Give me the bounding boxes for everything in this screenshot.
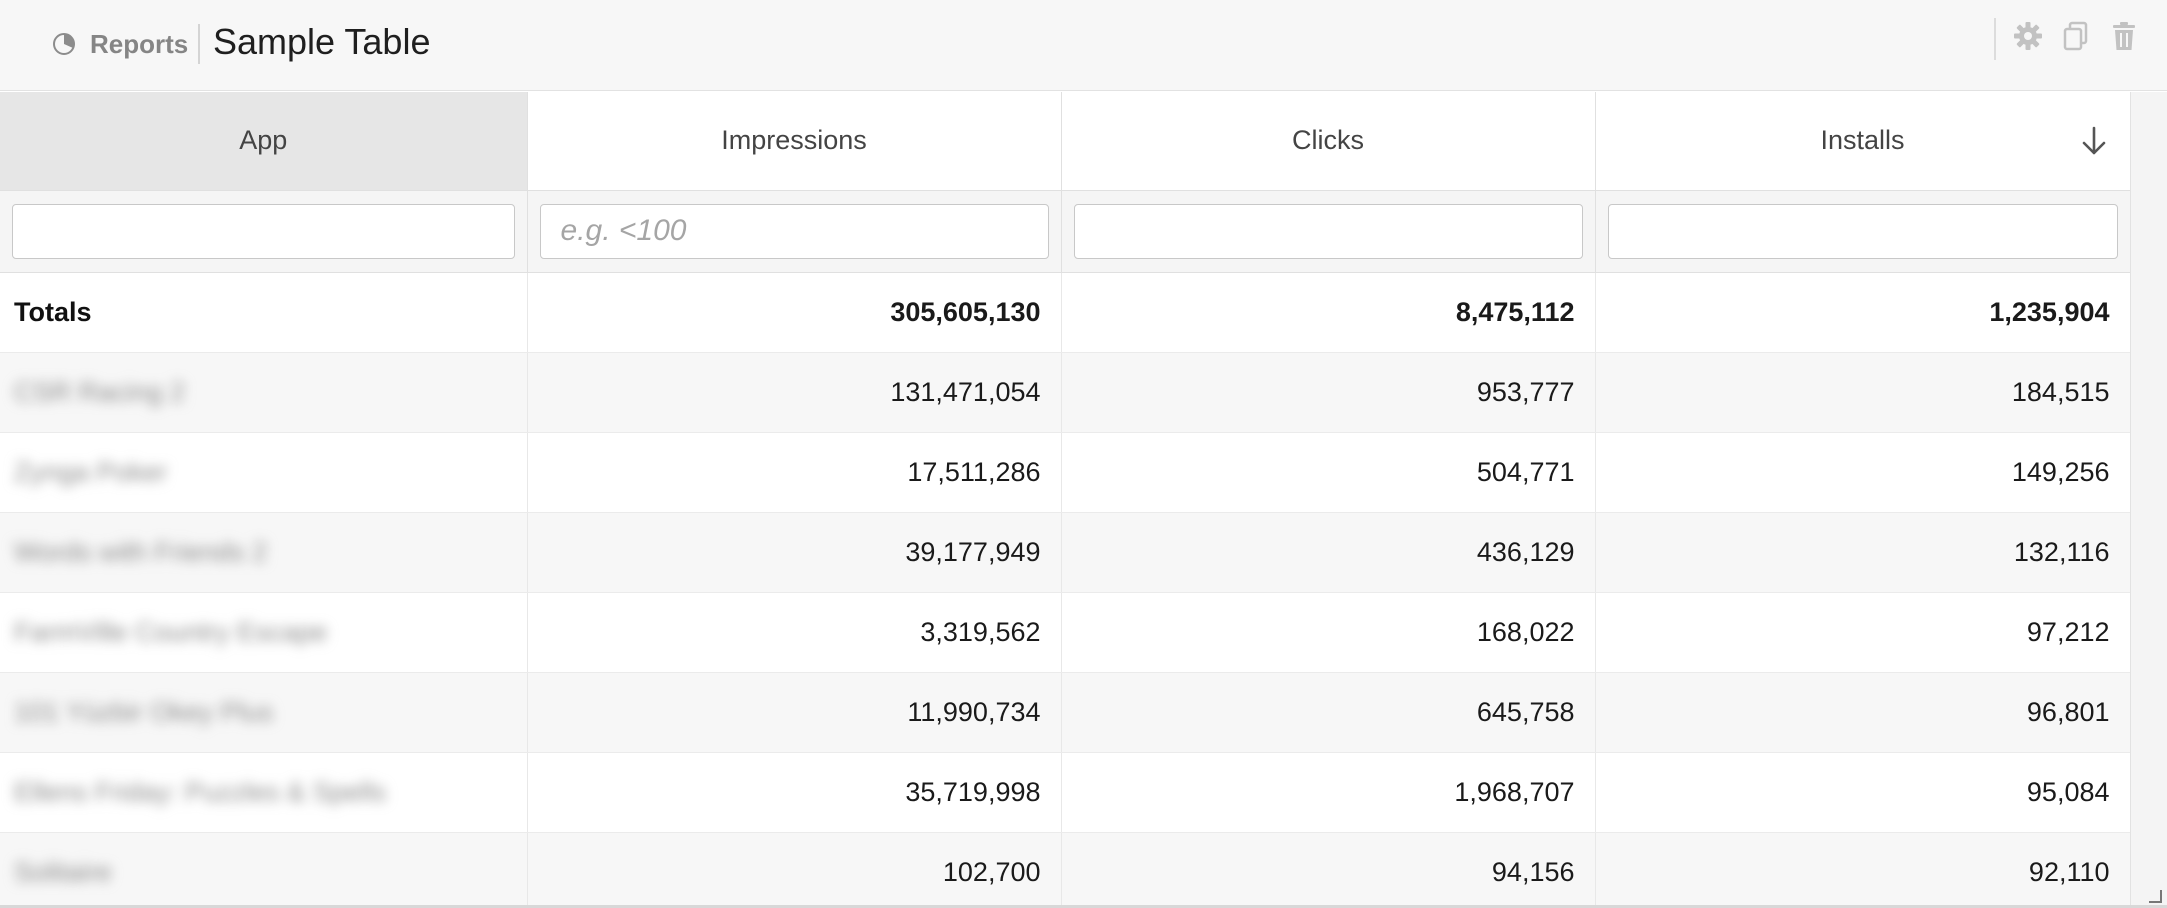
impressions-cell: 3,319,562 (527, 592, 1062, 673)
app-cell: CSR Racing 2 (0, 352, 528, 433)
impressions-cell: 11,990,734 (527, 672, 1062, 753)
totals-installs: 1,235,904 (1595, 272, 2130, 353)
impressions-cell: 39,177,949 (527, 512, 1062, 593)
app-name-blurred: Solitaire (14, 856, 112, 887)
app-cell: Ellens Friday: Puzzles & Spells (0, 752, 528, 833)
title-divider (198, 24, 200, 64)
filter-cell-clicks (1061, 190, 1596, 273)
app-name-blurred: FarmVille Country Escape (14, 616, 328, 647)
clicks-cell: 436,129 (1061, 512, 1596, 593)
impressions-cell: 35,719,998 (527, 752, 1062, 833)
clicks-cell: 94,156 (1061, 832, 1596, 908)
vertical-scrollbar[interactable] (2130, 92, 2167, 908)
column-header-app[interactable]: App (0, 92, 528, 191)
app-name-blurred: Zynga Poker (14, 456, 168, 487)
app-cell: FarmVille Country Escape (0, 592, 528, 673)
app-name-blurred: Words with Friends 2 (14, 536, 268, 567)
arrow-down-icon[interactable] (2080, 126, 2108, 156)
clicks-cell: 168,022 (1061, 592, 1596, 673)
impressions-cell: 131,471,054 (527, 352, 1062, 433)
column-header-label: Installs (1820, 125, 1905, 156)
gear-icon[interactable] (2012, 20, 2044, 52)
filter-row (0, 190, 2130, 273)
filter-cell-app (0, 190, 528, 273)
report-table-container: App Impressions Clicks Installs (0, 92, 2130, 908)
filter-input-app[interactable] (12, 203, 515, 259)
trash-icon[interactable] (2108, 20, 2140, 52)
totals-impressions: 305,605,130 (527, 272, 1062, 353)
totals-label: Totals (0, 272, 528, 353)
table-row[interactable]: Words with Friends 2 39,177,949 436,129 … (0, 512, 2130, 593)
installs-cell: 184,515 (1595, 352, 2130, 433)
installs-cell: 92,110 (1595, 832, 2130, 908)
report-table: App Impressions Clicks Installs (0, 92, 2130, 908)
installs-cell: 149,256 (1595, 432, 2130, 513)
column-header-label: Impressions (721, 125, 867, 156)
column-header-label: Clicks (1292, 125, 1364, 156)
page-title: Sample Table (213, 21, 431, 62)
impressions-cell: 102,700 (527, 832, 1062, 908)
app-name-blurred: 101 Yüzbir Okey Plus (14, 696, 274, 727)
filter-input-installs[interactable] (1607, 203, 2118, 259)
table-row[interactable]: Zynga Poker 17,511,286 504,771 149,256 (0, 432, 2130, 513)
impressions-cell: 17,511,286 (527, 432, 1062, 513)
installs-cell: 95,084 (1595, 752, 2130, 833)
installs-cell: 96,801 (1595, 672, 2130, 753)
table-row[interactable]: 101 Yüzbir Okey Plus 11,990,734 645,758 … (0, 672, 2130, 753)
table-row[interactable]: Solitaire 102,700 94,156 92,110 (0, 832, 2130, 908)
totals-clicks: 8,475,112 (1061, 272, 1596, 353)
app-cell: Solitaire (0, 832, 528, 908)
report-header: Reports Sample Table (0, 0, 2167, 91)
filter-cell-impressions (527, 190, 1062, 273)
clicks-cell: 953,777 (1061, 352, 1596, 433)
bottom-border (0, 905, 2167, 908)
table-row[interactable]: Ellens Friday: Puzzles & Spells 35,719,9… (0, 752, 2130, 833)
pie-chart-icon[interactable] (52, 32, 76, 56)
app-cell: Words with Friends 2 (0, 512, 528, 593)
table-row[interactable]: CSR Racing 2 131,471,054 953,777 184,515 (0, 352, 2130, 433)
app-name-blurred: CSR Racing 2 (14, 376, 186, 407)
filter-input-impressions[interactable] (539, 203, 1049, 259)
column-header-row: App Impressions Clicks Installs (0, 92, 2130, 191)
filter-cell-installs (1595, 190, 2130, 273)
table-row[interactable]: FarmVille Country Escape 3,319,562 168,0… (0, 592, 2130, 673)
breadcrumb-reports[interactable]: Reports (90, 29, 189, 59)
app-cell: Zynga Poker (0, 432, 528, 513)
app-cell: 101 Yüzbir Okey Plus (0, 672, 528, 753)
column-header-clicks[interactable]: Clicks (1061, 92, 1596, 191)
clicks-cell: 645,758 (1061, 672, 1596, 753)
app-name-blurred: Ellens Friday: Puzzles & Spells (14, 776, 387, 807)
filter-input-clicks[interactable] (1073, 203, 1583, 259)
actions-divider (1994, 18, 1996, 60)
column-header-label: App (239, 125, 288, 156)
clicks-cell: 1,968,707 (1061, 752, 1596, 833)
column-header-impressions[interactable]: Impressions (527, 92, 1062, 191)
resize-handle-icon[interactable] (2147, 888, 2163, 904)
totals-row: Totals 305,605,130 8,475,112 1,235,904 (0, 272, 2130, 353)
installs-cell: 132,116 (1595, 512, 2130, 593)
installs-cell: 97,212 (1595, 592, 2130, 673)
column-header-installs[interactable]: Installs (1595, 92, 2130, 191)
clicks-cell: 504,771 (1061, 432, 1596, 513)
copy-icon[interactable] (2060, 20, 2092, 52)
